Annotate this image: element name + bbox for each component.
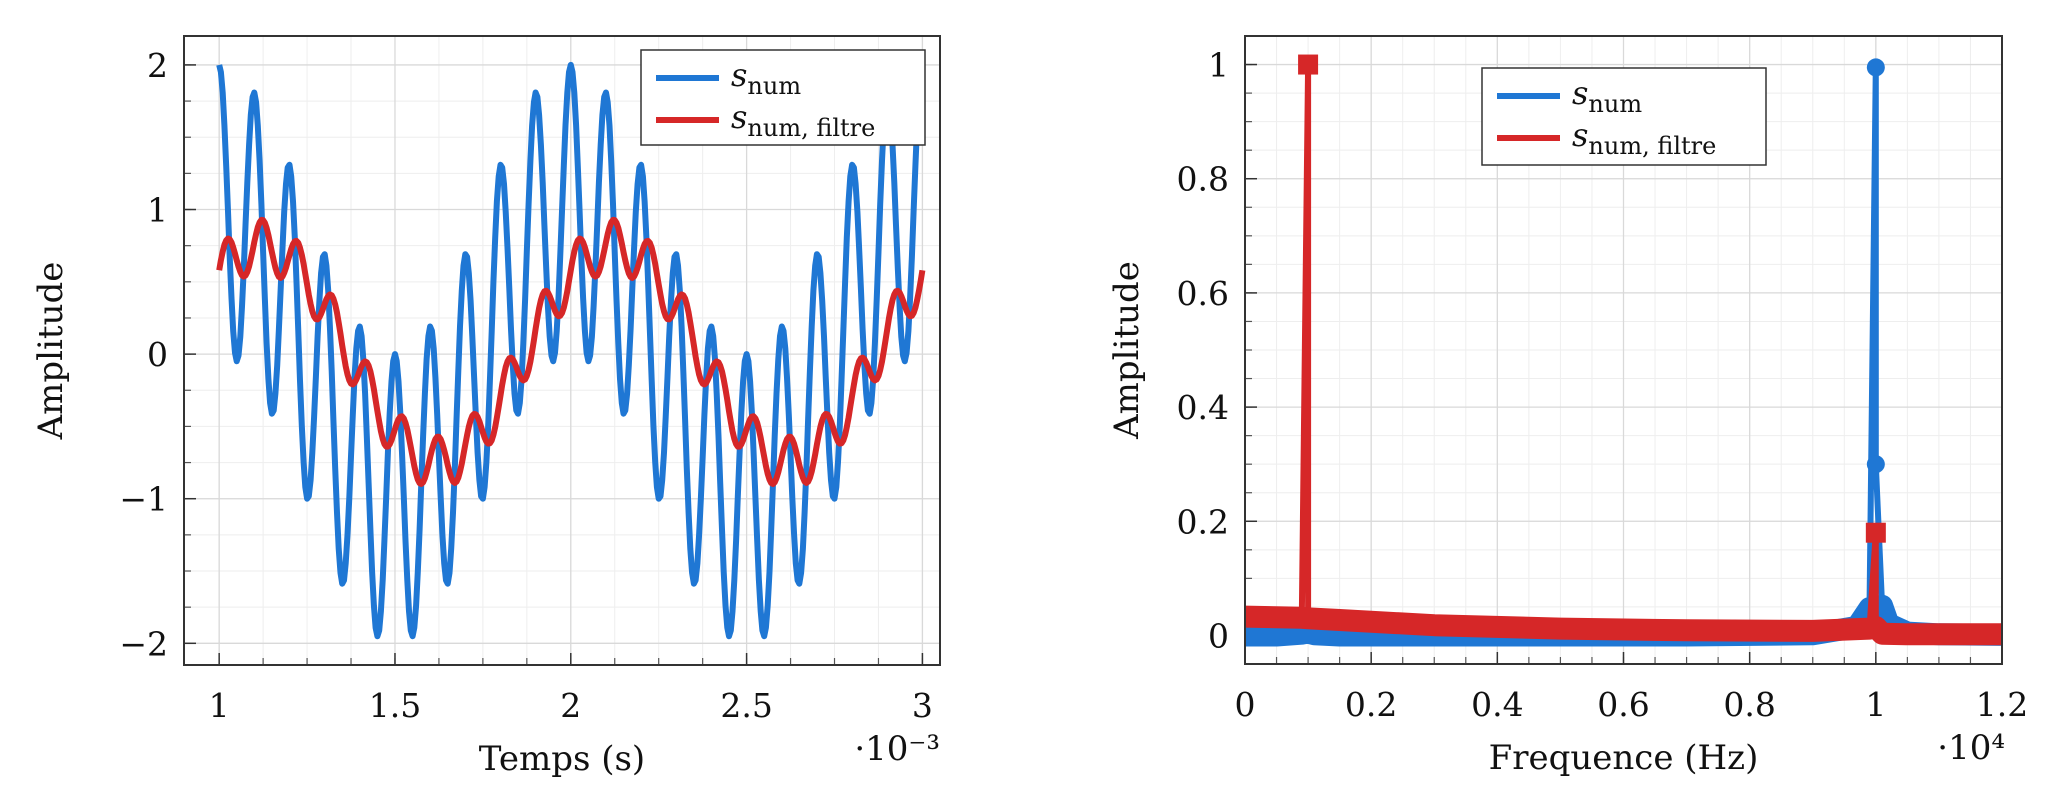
x-tick-label: 1 xyxy=(1865,685,1886,724)
y-axis-label: Amplitude xyxy=(1107,261,1147,440)
plot-area xyxy=(1245,54,2002,647)
x-tick-label: 0 xyxy=(1235,685,1256,724)
legend-label-1: snum, filtre xyxy=(1572,116,1716,160)
y-tick-label: 0.6 xyxy=(1177,274,1229,313)
x-tick-label: 1.2 xyxy=(1976,685,2028,724)
axes-frame xyxy=(1244,35,2003,665)
legend-symbol: s xyxy=(1572,116,1588,154)
x-tick-label: 1.5 xyxy=(369,686,421,725)
y-tick-label: 2 xyxy=(147,46,168,85)
legend-subscript: num xyxy=(747,72,801,100)
y-tick-label: −2 xyxy=(119,624,168,663)
x-tick-label: 2.5 xyxy=(720,686,772,725)
y-tick-label: 0 xyxy=(1208,616,1229,655)
plot-area xyxy=(216,61,926,640)
legend-box xyxy=(1481,67,1767,166)
legend-subscript: num xyxy=(1588,90,1642,118)
x-axis-label: Temps (s) xyxy=(479,739,645,779)
legend-symbol: s xyxy=(731,98,747,136)
legend-symbol: s xyxy=(1572,74,1588,112)
series-line-1 xyxy=(216,216,926,487)
legend-subscript: num, filtre xyxy=(1588,132,1716,160)
x-tick-label: 0.8 xyxy=(1723,685,1775,724)
y-tick-label: 0.2 xyxy=(1177,502,1229,541)
y-tick-label: 1 xyxy=(147,191,168,230)
y-tick-label: 1 xyxy=(1208,46,1229,85)
chart-panel-0: 1 1.5 2 2.5 3 −2 −1 0 1 2 Temps (s) Amplitude ·10⁻³ s… xyxy=(31,35,941,779)
data-point xyxy=(1865,522,1886,543)
legend-label-1: snum, filtre xyxy=(731,98,875,142)
legend-subscript: num, filtre xyxy=(747,114,875,142)
x-axis-multiplier: ·10⁴ xyxy=(1937,728,2005,768)
series-marker-band-1 xyxy=(1245,605,2002,646)
y-tick-label: 0 xyxy=(147,335,168,374)
legend-label-0: snum xyxy=(1572,74,1642,118)
y-axis-label: Amplitude xyxy=(31,262,71,441)
y-tick-label: 0.4 xyxy=(1177,388,1229,427)
legend-label-0: snum xyxy=(731,56,801,100)
x-tick-label: 0.6 xyxy=(1597,685,1649,724)
series-line-0 xyxy=(216,61,926,640)
x-tick-label: 0.2 xyxy=(1345,685,1397,724)
x-tick-label: 1 xyxy=(209,686,230,725)
x-tick-label: 0.4 xyxy=(1471,685,1523,724)
axes-frame xyxy=(183,35,941,666)
x-axis-multiplier: ·10⁻³ xyxy=(854,729,940,769)
legend-symbol: s xyxy=(731,56,747,94)
data-point xyxy=(1298,54,1319,75)
data-point xyxy=(1866,58,1885,77)
legend-box xyxy=(640,49,926,146)
x-tick-label: 3 xyxy=(912,686,933,725)
x-tick-label: 2 xyxy=(560,686,581,725)
x-axis-label: Frequence (Hz) xyxy=(1489,738,1759,778)
chart-panel-1: 0 0.2 0.4 0.6 0.8 1 1.2 0 0.2 0.4 0.6 0.8 1 Frequence… xyxy=(1107,35,2028,778)
y-tick-label: 0.8 xyxy=(1177,160,1229,199)
y-tick-label: −1 xyxy=(119,480,168,519)
data-point xyxy=(1866,455,1885,474)
